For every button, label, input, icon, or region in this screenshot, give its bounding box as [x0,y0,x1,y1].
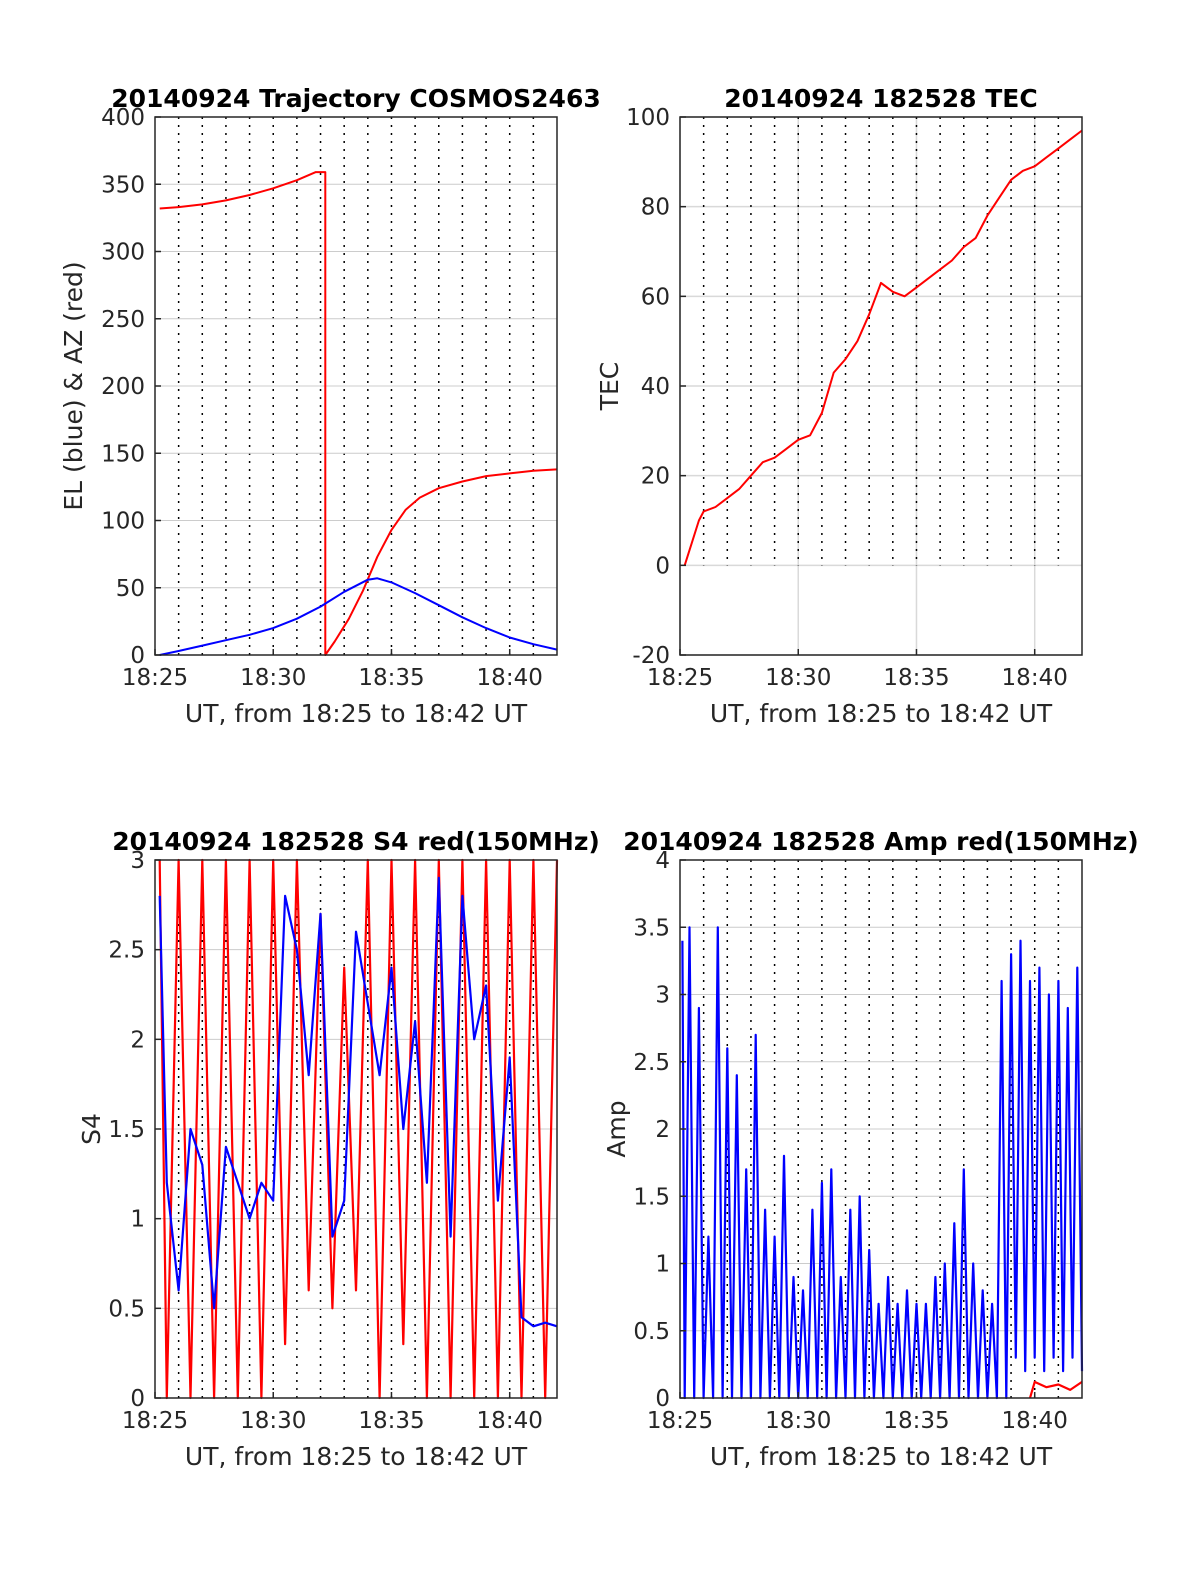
series-blue-line [158,876,558,1328]
y-tick-label: 2 [655,1117,670,1143]
y-tick-label: 3.5 [633,915,670,941]
x-tick-label: 18:25 [647,1408,713,1434]
x-tick-label: 18:35 [883,665,949,691]
series-blue-line [681,926,1084,1400]
x-tick-label: 18:30 [240,1408,306,1434]
chart-title: 20140924 182528 TEC [724,84,1037,113]
y-tick-label: 200 [101,374,145,400]
chart-panel-3: 18:25 18:30 18:35 18:40 0 0.5 1 1.5 2 2.5 32014092… [77,827,600,1471]
y-tick-label: 400 [101,105,145,131]
x-axis-label: UT, from 18:25 to 18:42 UT [710,1442,1053,1471]
y-tick-label: 40 [641,374,670,400]
y-tick-label: 0 [655,1386,670,1412]
chart-title: 20140924 182528 S4 red(150MHz) [112,827,600,856]
y-tick-label: 2.5 [108,938,145,964]
x-tick-label: 18:30 [240,665,306,691]
x-axis-label: UT, from 18:25 to 18:42 UT [185,699,528,728]
chart-title: 20140924 182528 Amp red(150MHz) [623,827,1139,856]
x-tick-label: 18:35 [358,1408,424,1434]
y-tick-label: -20 [632,643,670,669]
chart-title: 20140924 Trajectory COSMOS2463 [111,84,601,113]
x-tick-label: 18:25 [122,1408,188,1434]
y-tick-label: 1 [130,1207,145,1233]
y-tick-label: 1.5 [108,1117,145,1143]
series-red-line [1028,1380,1083,1399]
y-tick-label: 100 [626,105,670,131]
x-tick-label: 18:30 [765,665,831,691]
y-axis-label: S4 [77,1113,106,1145]
x-tick-label: 18:35 [358,665,424,691]
y-tick-label: 80 [641,195,670,221]
chart-panel-4: 18:25 18:30 18:35 18:40 0 0.5 1 1.5 2 2.5 3 3.5 4201… [602,827,1139,1471]
x-tick-label: 18:30 [765,1408,831,1434]
y-tick-label: 0 [655,553,670,579]
series-blue-line [159,577,558,656]
y-axis-label: EL (blue) & AZ (red) [59,261,88,510]
series-red-line [683,129,1083,566]
y-tick-label: 350 [101,172,145,198]
y-tick-label: 60 [641,284,670,310]
y-axis-label: TEC [595,362,624,412]
y-tick-label: 50 [116,576,145,602]
y-tick-label: 3 [130,848,145,874]
y-tick-label: 0.5 [633,1319,670,1345]
x-tick-label: 18:25 [647,665,713,691]
y-tick-label: 4 [655,848,670,874]
y-tick-label: 1.5 [633,1184,670,1210]
y-tick-label: 150 [101,441,145,467]
y-tick-label: 2 [130,1027,145,1053]
y-tick-label: 0 [130,643,145,669]
y-tick-label: 250 [101,307,145,333]
x-axis-label: UT, from 18:25 to 18:42 UT [185,1442,528,1471]
x-tick-label: 18:40 [1002,1408,1068,1434]
x-axis-label: UT, from 18:25 to 18:42 UT [710,699,1053,728]
y-tick-label: 1 [655,1252,670,1278]
y-tick-label: 20 [641,464,670,490]
chart-panel-2: 18:25 18:30 18:35 18:40 -20 0 20 40 60 80 100 20140… [595,84,1083,728]
x-tick-label: 18:35 [883,1408,949,1434]
x-tick-label: 18:40 [1002,665,1068,691]
y-axis-label: Amp [602,1100,631,1157]
chart-panel-1: 18:25 18:30 18:35 18:40 0 50 100 150 200 250 300 35… [59,84,601,728]
series-red-line [159,171,558,656]
y-tick-label: 0.5 [108,1296,145,1322]
y-tick-label: 2.5 [633,1050,670,1076]
y-tick-label: 100 [101,509,145,535]
y-tick-label: 3 [655,983,670,1009]
x-tick-label: 18:25 [122,665,188,691]
x-tick-label: 18:40 [477,665,543,691]
y-tick-label: 0 [130,1386,145,1412]
x-tick-label: 18:40 [477,1408,543,1434]
y-tick-label: 300 [101,240,145,266]
